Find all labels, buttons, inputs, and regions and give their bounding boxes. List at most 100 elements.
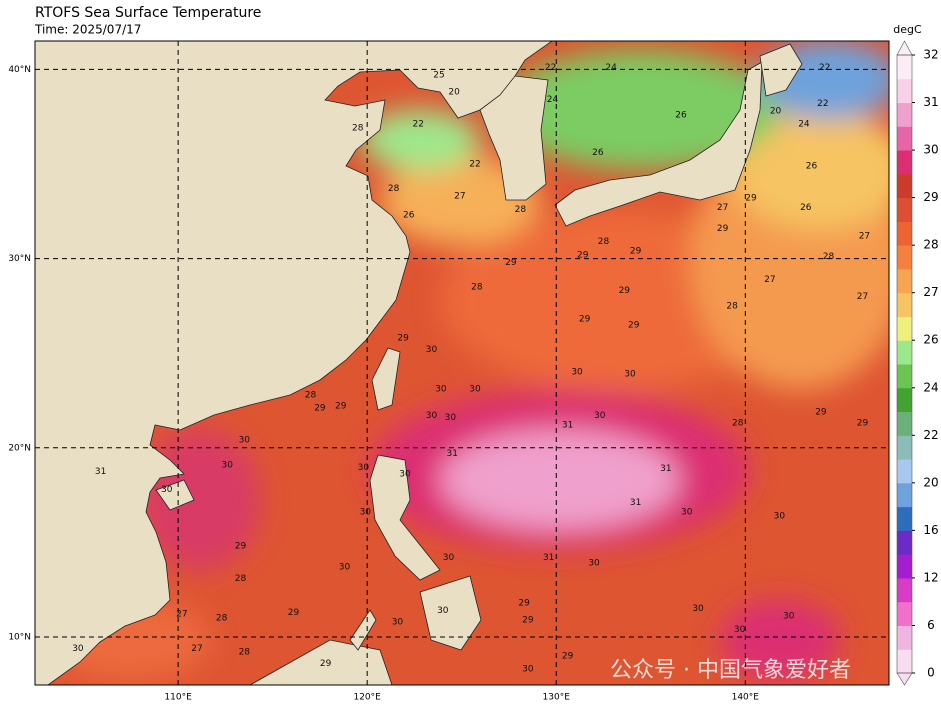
contour-label: 31	[630, 498, 641, 508]
contour-label: 20	[448, 88, 460, 98]
contour-label: 27	[764, 275, 775, 285]
colorbar-band	[897, 150, 912, 175]
colorbar-tick-label: 16	[923, 523, 938, 537]
colorbar-extend-bottom	[896, 672, 913, 686]
contour-label: 26	[592, 148, 604, 158]
time-label: Time: 2025/07/17	[34, 23, 141, 37]
colorbar-band	[897, 55, 912, 80]
contour-label: 26	[675, 110, 687, 120]
contour-label: 29	[717, 224, 729, 234]
contour-label: 22	[817, 99, 828, 109]
contour-label: 28	[515, 205, 527, 215]
contour-label: 29	[235, 542, 247, 552]
contour-label: 30	[522, 665, 534, 675]
contour-label: 22	[819, 63, 830, 73]
contour-label: 22	[545, 63, 556, 73]
contour-label: 30	[360, 508, 372, 518]
contour-label: 30	[161, 485, 173, 495]
contour-label: 30	[443, 553, 455, 563]
colorbar-tick-label: 24	[923, 380, 938, 394]
colorbar-tick-label: 0	[927, 666, 935, 680]
contour-label: 28	[823, 252, 835, 262]
contour-label: 26	[403, 211, 415, 221]
contour-label: 29	[577, 250, 589, 260]
colorbar-band	[897, 268, 912, 294]
colorbar-tick-label: 28	[923, 238, 938, 252]
x-tick-label: 120°E	[353, 693, 381, 703]
contour-label: 30	[445, 413, 457, 423]
contour-label: 30	[426, 411, 438, 421]
x-tick-label: 110°E	[164, 693, 192, 703]
colorbar-band	[897, 435, 912, 460]
colorbar-band	[897, 530, 912, 555]
contour-label: 30	[734, 625, 746, 635]
contour-label: 30	[358, 463, 370, 473]
colorbar-tick-label: 26	[923, 333, 938, 347]
contour-label: 20	[770, 107, 782, 117]
colorbar-band	[897, 482, 912, 508]
colorbar-tick-label: 30	[923, 143, 938, 157]
contour-label: 27	[859, 231, 870, 241]
contour-label: 28	[235, 574, 247, 584]
colorbar-band	[897, 126, 912, 151]
contour-label: 30	[426, 345, 438, 355]
colorbar-tick-label: 20	[923, 475, 938, 489]
x-tick-label: 130°E	[543, 693, 571, 703]
contour-label: 27	[857, 292, 868, 302]
contour-label: 30	[222, 460, 234, 470]
colorbar-band	[897, 554, 912, 579]
contour-label: 29	[505, 258, 517, 268]
contour-label: 30	[681, 508, 693, 518]
colorbar-band	[897, 506, 912, 531]
contour-label: 22	[413, 120, 424, 130]
contour-label: 26	[806, 161, 818, 171]
contour-label: 30	[469, 385, 481, 395]
contour-label: 28	[239, 648, 251, 658]
contour-label: 29	[522, 615, 534, 625]
contour-label: 29	[518, 598, 530, 608]
contour-label: 30	[692, 604, 704, 614]
contour-label: 30	[783, 612, 795, 622]
colorbar-frame	[896, 54, 913, 674]
contour-label: 24	[798, 120, 810, 130]
colorbar-band	[897, 340, 912, 365]
contour-label: 30	[437, 606, 449, 616]
colorbar-band	[897, 102, 912, 127]
contour-label: 29	[288, 608, 300, 618]
contour-label: 31	[95, 467, 106, 477]
colorbar-unit: degC	[893, 23, 922, 36]
contour-label: 30	[72, 644, 84, 654]
colorbar-tick-label: 22	[923, 428, 938, 442]
contour-label: 27	[191, 644, 202, 654]
colorbar-extend-top	[896, 40, 913, 56]
colorbar-band	[897, 387, 912, 413]
colorbar-band	[897, 197, 912, 222]
y-tick-label: 30°N	[8, 254, 31, 264]
contour-label: 29	[397, 334, 409, 344]
contour-label: 24	[605, 63, 617, 73]
contour-label: 27	[454, 192, 465, 202]
contour-label: 29	[619, 286, 631, 296]
contour-label: 31	[562, 421, 573, 431]
contour-label: 29	[579, 315, 591, 325]
contour-label: 28	[598, 237, 610, 247]
colorbar-band	[897, 245, 912, 270]
colorbar-band	[897, 411, 912, 436]
contour-label: 30	[339, 562, 351, 572]
contour-label: 25	[433, 71, 444, 81]
contour-label: 29	[335, 402, 347, 412]
contour-label: 29	[628, 320, 640, 330]
contour-label: 29	[314, 404, 326, 414]
contour-label: 30	[571, 368, 583, 378]
contour-label: 28	[726, 301, 738, 311]
contour-label: 31	[660, 464, 671, 474]
colorbar-band	[897, 601, 912, 626]
colorbar-tick-label: 6	[927, 618, 935, 632]
title: RTOFS Sea Surface Temperature	[35, 5, 261, 21]
y-tick-label: 20°N	[8, 443, 31, 453]
contour-label: 28	[471, 282, 483, 292]
contour-label: 26	[800, 203, 812, 213]
colorbar-tick-label: 29	[923, 190, 938, 204]
colorbar-band	[897, 173, 912, 199]
